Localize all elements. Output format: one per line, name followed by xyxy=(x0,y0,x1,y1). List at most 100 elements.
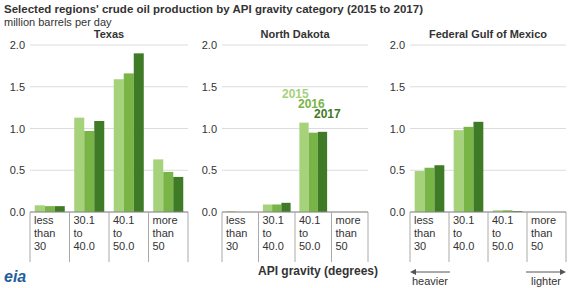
category-separator xyxy=(222,212,223,262)
x-axis-title: API gravity (degrees) xyxy=(258,264,378,278)
x-tick-label-line: 30 xyxy=(414,240,426,252)
x-tick-label-line: than xyxy=(531,227,552,239)
x-tick-label-line: less xyxy=(34,214,54,226)
x-tick-label-line: less xyxy=(414,214,434,226)
y-tick-label: 1.0 xyxy=(202,123,217,135)
category-separator xyxy=(148,212,149,262)
x-tick-label-line: to xyxy=(74,227,83,239)
x-tick-label-line: than xyxy=(226,227,247,239)
bar xyxy=(318,132,327,212)
bar xyxy=(35,205,45,212)
x-tick-label: morethan50 xyxy=(153,214,178,252)
bar xyxy=(272,204,281,212)
bars xyxy=(226,123,327,212)
annotation: heavier xyxy=(412,275,448,287)
panel-title: North Dakota xyxy=(260,28,330,40)
y-tick-label: 1.5 xyxy=(390,81,405,93)
bar xyxy=(425,168,435,212)
x-tick-label-line: 30.1 xyxy=(74,214,95,226)
x-tick-label: lessthan30 xyxy=(34,214,55,252)
y-tick-label: 2.0 xyxy=(10,39,25,51)
logo: eia xyxy=(4,268,26,285)
x-tick-label-line: 50 xyxy=(153,240,165,252)
x-tick-label-line: 40.0 xyxy=(263,240,284,252)
bar xyxy=(263,204,272,212)
bar xyxy=(124,73,134,212)
x-tick-label-line: 50.0 xyxy=(299,240,320,252)
y-tick-label: 0.5 xyxy=(390,164,405,176)
category-separator xyxy=(449,212,450,262)
category-separator xyxy=(69,212,70,262)
x-tick-label: 40.1to50.0 xyxy=(492,214,513,252)
x-tick-label-line: more xyxy=(336,214,361,226)
category-separator xyxy=(368,212,369,262)
grid-line xyxy=(410,45,566,46)
grid-line xyxy=(30,128,188,129)
bar xyxy=(163,172,173,212)
x-tick-label-line: 50.0 xyxy=(113,240,134,252)
x-tick-label-line: 30.1 xyxy=(263,214,284,226)
subtitle: million barrels per day xyxy=(4,16,112,28)
x-tick-label: 40.1to50.0 xyxy=(113,214,134,252)
grid-line xyxy=(30,45,188,46)
x-tick-label-line: 30 xyxy=(226,240,238,252)
grid-line xyxy=(222,45,368,46)
category-separator xyxy=(527,212,528,262)
x-tick-label: morethan50 xyxy=(336,214,361,252)
bars xyxy=(35,53,184,212)
bar xyxy=(84,131,94,212)
bar xyxy=(134,53,144,212)
y-tick-label: 0.0 xyxy=(202,206,217,218)
category-separator xyxy=(410,212,411,262)
bar xyxy=(94,121,104,212)
x-tick-label: 30.1to40.0 xyxy=(453,214,474,252)
arrow xyxy=(414,272,450,273)
x-tick-label: lessthan30 xyxy=(414,214,435,252)
category-separator xyxy=(30,212,31,262)
x-tick-label: 30.1to40.0 xyxy=(263,214,284,252)
bar xyxy=(74,118,84,212)
chart: Selected regions' crude oil production b… xyxy=(0,0,576,288)
x-tick-label-line: 30.1 xyxy=(453,214,474,226)
x-tick-label-line: 40.0 xyxy=(453,240,474,252)
y-tick-label: 0.5 xyxy=(10,164,25,176)
x-tick-label-line: 50.0 xyxy=(492,240,513,252)
y-tick-label: 2.0 xyxy=(390,39,405,51)
x-tick-label-line: than xyxy=(336,227,357,239)
y-tick-label: 0.0 xyxy=(10,206,25,218)
x-tick-label-line: 30 xyxy=(34,240,46,252)
bar xyxy=(173,177,183,212)
category-separator xyxy=(566,212,567,262)
x-tick-label-line: 40.1 xyxy=(492,214,513,226)
annotation: lighter xyxy=(531,275,561,287)
grid-line xyxy=(30,170,188,171)
bar xyxy=(153,159,163,212)
legend-entry: 2017 xyxy=(314,107,341,121)
x-tick-label-line: than xyxy=(34,227,55,239)
y-tick-label: 1.0 xyxy=(10,123,25,135)
x-tick-label: 40.1to50.0 xyxy=(299,214,320,252)
y-tick-label: 1.0 xyxy=(390,123,405,135)
bar xyxy=(45,206,55,212)
arrow xyxy=(526,272,562,273)
bar xyxy=(309,133,318,212)
bars xyxy=(415,122,523,212)
y-tick-label: 1.5 xyxy=(10,81,25,93)
x-tick-label: 30.1to40.0 xyxy=(74,214,95,252)
grid-line xyxy=(222,170,368,171)
y-tick-label: 0.5 xyxy=(202,164,217,176)
grid-line xyxy=(222,128,368,129)
y-tick-label: 0.0 xyxy=(390,206,405,218)
y-tick-label: 1.5 xyxy=(202,81,217,93)
category-separator xyxy=(295,212,296,262)
x-tick-label: morethan50 xyxy=(531,214,556,252)
bar xyxy=(114,79,124,212)
bar xyxy=(464,127,474,212)
x-tick-label-line: to xyxy=(299,227,308,239)
category-separator xyxy=(258,212,259,262)
category-separator xyxy=(331,212,332,262)
bar xyxy=(415,171,425,212)
x-tick-label: lessthan30 xyxy=(226,214,247,252)
x-tick-label-line: 50 xyxy=(336,240,348,252)
bar xyxy=(55,206,65,212)
